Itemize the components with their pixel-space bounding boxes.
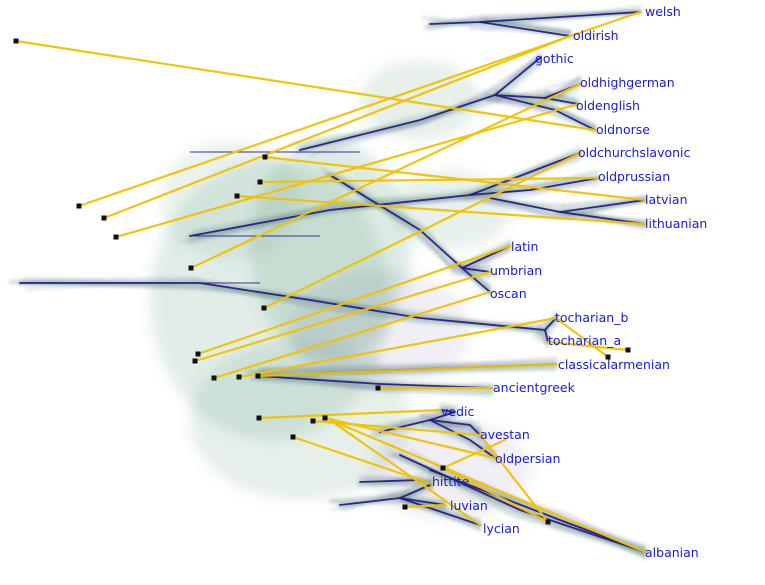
link-line <box>441 466 550 524</box>
link-line <box>257 408 443 420</box>
label-umbrian: umbrian <box>490 263 542 278</box>
label-tocharian-a: tocharian_a <box>548 333 621 348</box>
tree-branch <box>479 21 571 37</box>
link-line <box>237 316 558 379</box>
link-line <box>212 290 492 380</box>
link-line <box>256 362 558 378</box>
label-welsh: welsh <box>645 4 681 19</box>
tree-branch <box>429 419 496 459</box>
link-line <box>328 418 482 527</box>
label-gothic: gothic <box>535 51 574 66</box>
tree-branch <box>429 419 481 436</box>
label-avestan: avestan <box>480 427 530 442</box>
tree-branch <box>461 267 491 293</box>
link-line <box>554 316 610 359</box>
link-line <box>478 433 550 524</box>
label-albanian: albanian <box>645 545 699 560</box>
tree-branch <box>379 409 456 433</box>
link-line <box>546 340 630 352</box>
label-tocharian-b: tocharian_b <box>555 310 628 325</box>
label-oldenglish: oldenglish <box>576 98 640 113</box>
label-luvian: luvian <box>450 498 488 513</box>
node-dot <box>236 374 242 380</box>
tree-branch <box>189 152 581 237</box>
node-dot <box>440 465 446 471</box>
node-dot <box>605 354 611 360</box>
tree-branch <box>469 177 599 196</box>
node-dot <box>101 215 107 221</box>
link-line <box>14 39 597 132</box>
label-lithuanian: lithuanian <box>645 216 707 231</box>
haze-blob <box>360 60 480 140</box>
yellow-link-lines <box>14 10 647 554</box>
label-oldprussian: oldprussian <box>598 169 670 184</box>
label-oldchurchslavonic: oldchurchslavonic <box>578 145 691 160</box>
node-dot <box>545 519 551 525</box>
link-line <box>258 176 600 184</box>
label-ancientgreek: ancientgreek <box>493 380 576 395</box>
node-dot <box>234 193 240 199</box>
language-labels: welsh oldirish gothic oldhighgerman olde… <box>432 4 707 560</box>
node-dot <box>188 265 194 271</box>
tree-branch <box>399 497 446 506</box>
node-dot <box>375 385 381 391</box>
node-dot <box>261 305 267 311</box>
node-dot <box>113 234 119 240</box>
node-dot <box>625 347 631 353</box>
link-line <box>196 244 512 356</box>
node-dot <box>290 434 296 440</box>
tree-branch <box>461 267 491 273</box>
label-oldnorse: oldnorse <box>596 122 650 137</box>
label-vedic: vedic <box>441 404 474 419</box>
label-classicalarmenian: classicalarmenian <box>558 357 670 372</box>
tree-branch <box>257 375 493 389</box>
node-dot <box>322 415 328 421</box>
tree-branches <box>19 11 646 553</box>
link-line <box>263 155 647 202</box>
node-dot <box>76 203 82 209</box>
tree-branch-shadow <box>256 365 558 375</box>
link-line <box>102 34 572 220</box>
label-latin: latin <box>511 239 538 254</box>
node-dot <box>192 358 198 364</box>
link-line <box>235 194 647 226</box>
node-dot <box>310 418 316 424</box>
link-line <box>328 418 647 554</box>
link-line <box>189 82 582 270</box>
node-dot <box>13 38 19 44</box>
label-oldirish: oldirish <box>573 28 619 43</box>
link-line <box>193 270 492 363</box>
label-oscan: oscan <box>490 286 527 301</box>
label-lycian: lycian <box>483 521 520 536</box>
node-dot <box>256 415 262 421</box>
tree-branch <box>299 57 541 151</box>
node-dot <box>195 351 201 357</box>
link-line <box>114 102 580 239</box>
label-oldhighgerman: oldhighgerman <box>580 75 675 90</box>
tree-branch <box>399 497 481 526</box>
node-dot <box>211 375 217 381</box>
node-dot <box>255 373 261 379</box>
tree-branch <box>429 469 646 553</box>
tree-branch <box>329 174 511 269</box>
link-line <box>323 416 497 460</box>
label-oldpersian: oldpersian <box>495 451 560 466</box>
link-line <box>262 151 582 310</box>
label-latvian: latvian <box>645 192 688 207</box>
node-dot <box>262 154 268 160</box>
label-hittite: hittite <box>432 474 470 489</box>
node-dot <box>402 504 408 510</box>
link-line <box>403 503 447 509</box>
node-dot <box>257 179 263 185</box>
tree-branch <box>544 329 549 343</box>
node-markers <box>13 38 631 525</box>
link-line <box>311 419 482 437</box>
link-line <box>441 438 507 470</box>
